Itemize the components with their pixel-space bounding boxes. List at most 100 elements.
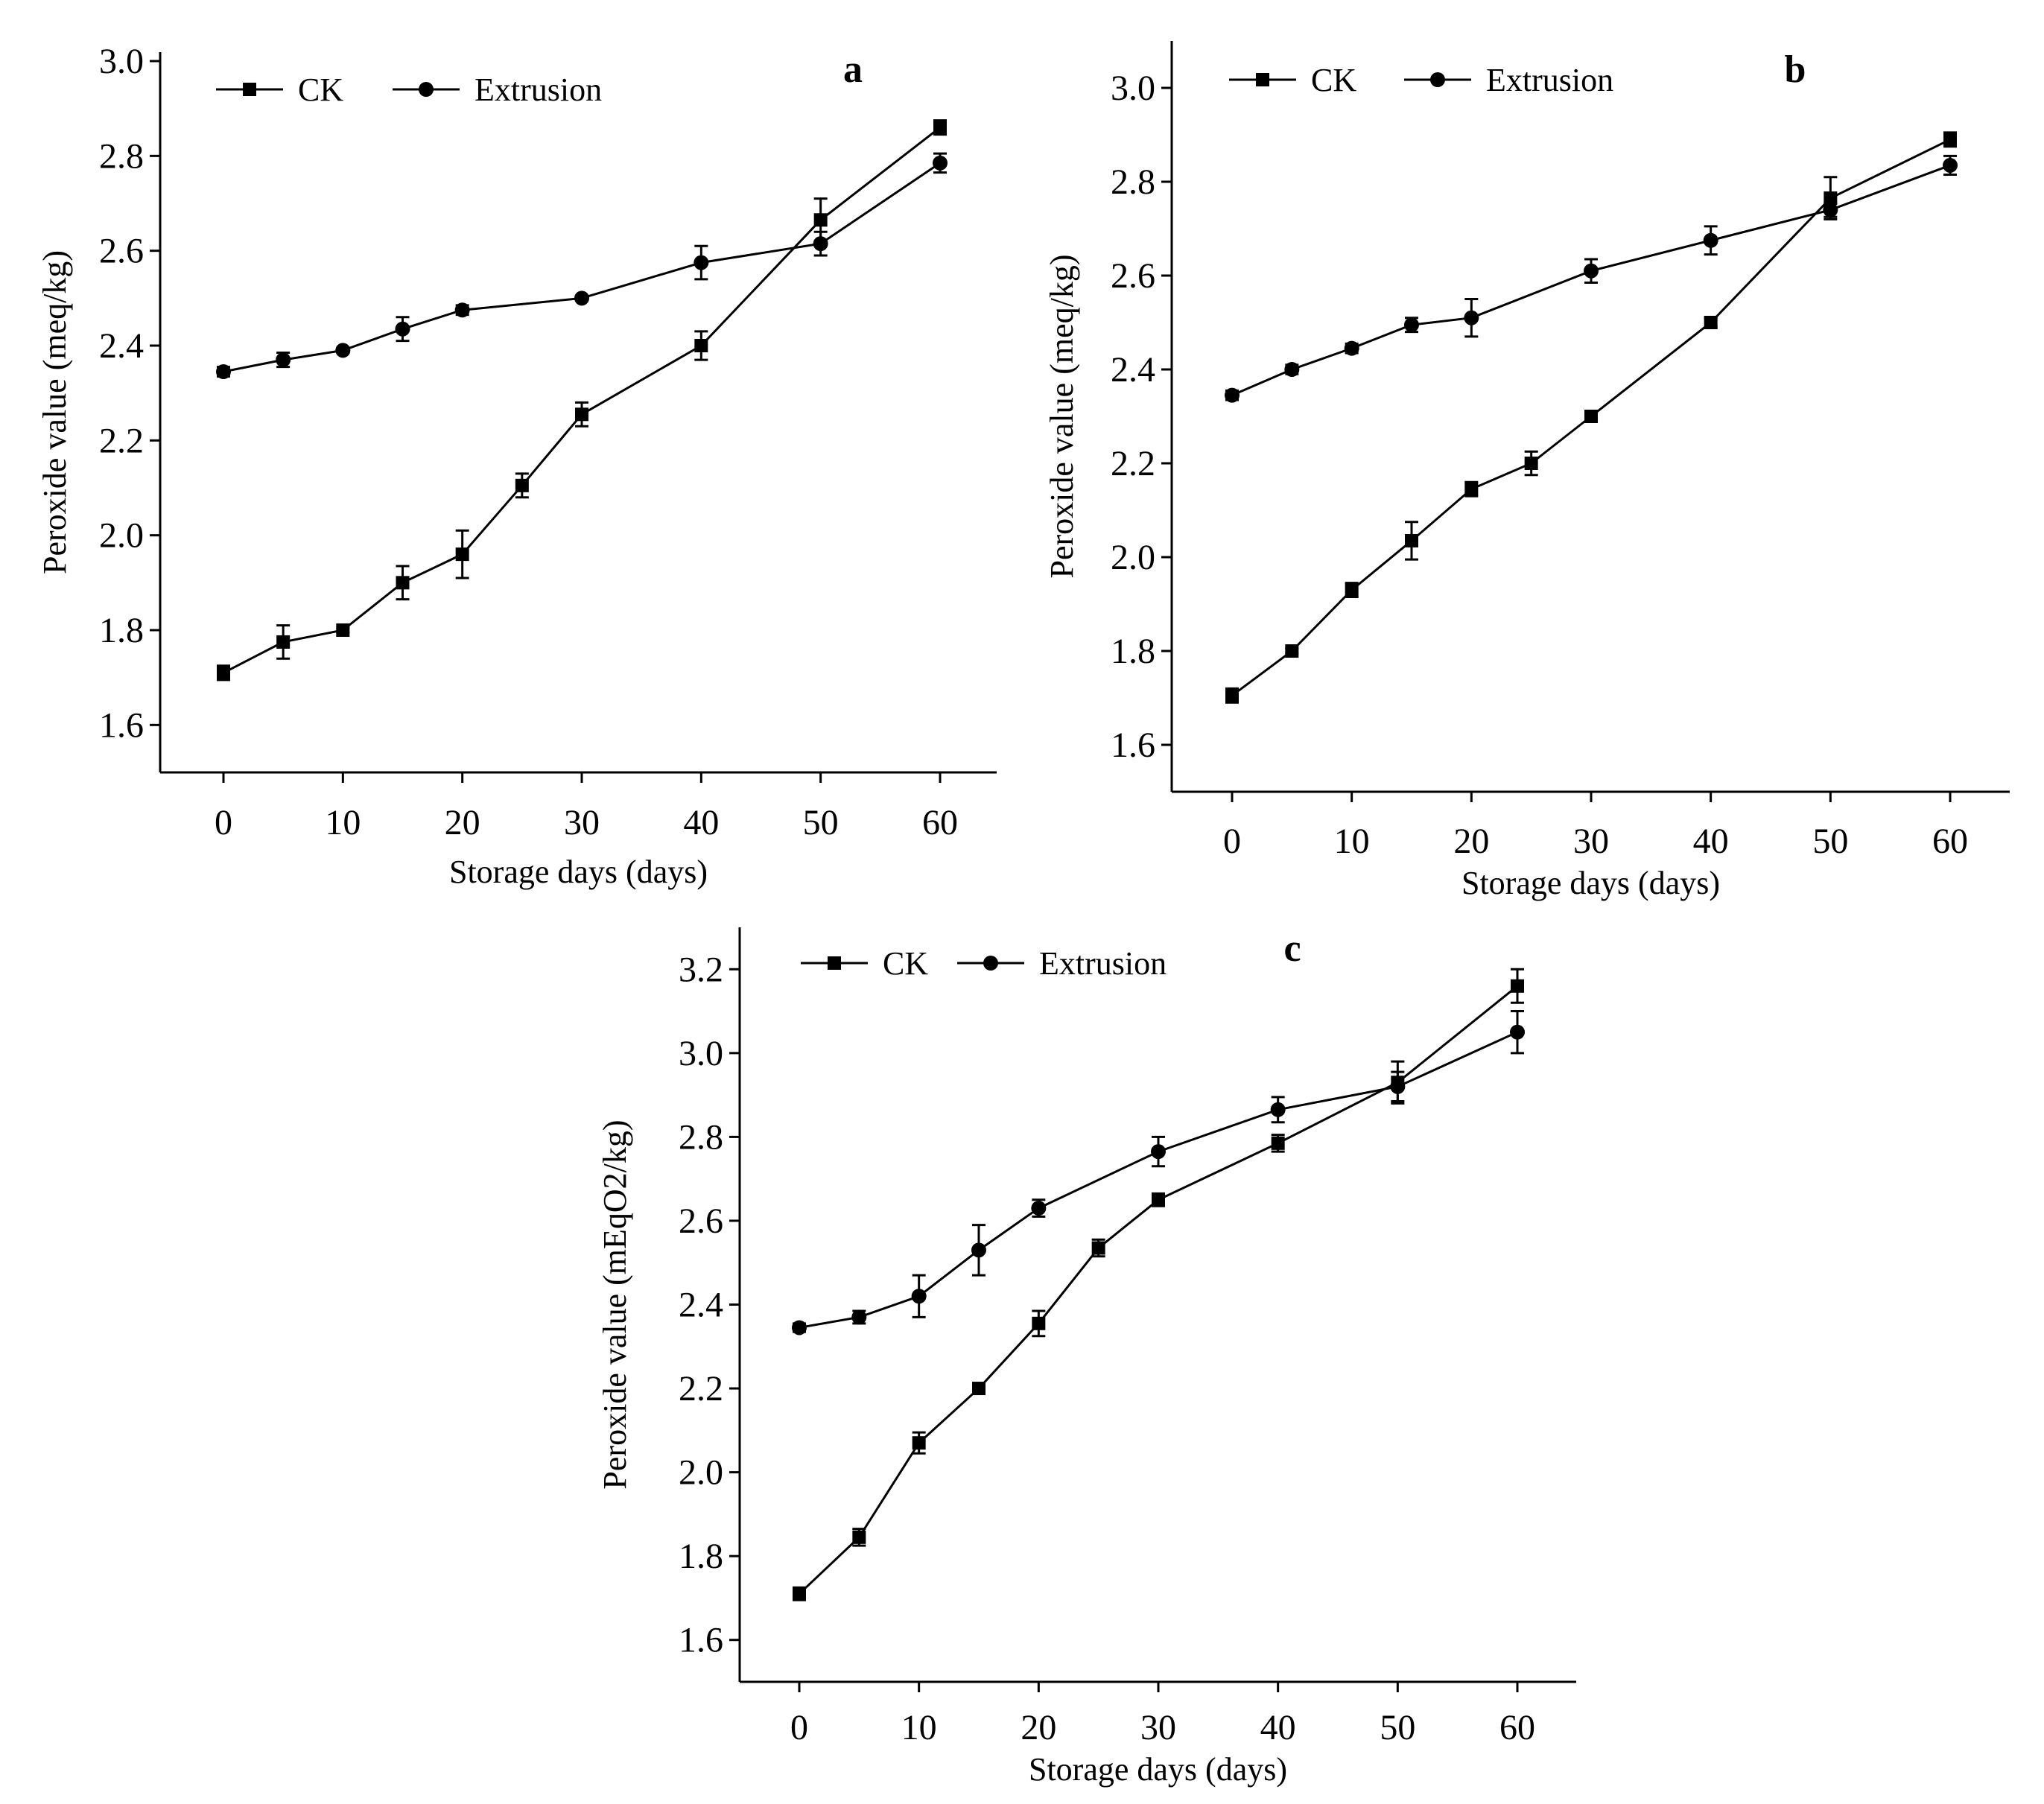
y-tick-label: 1.8 [99, 611, 144, 650]
data-point [575, 407, 588, 422]
data-point [1344, 340, 1359, 356]
data-point [1390, 1079, 1406, 1094]
x-tick-label: 20 [445, 803, 480, 842]
series-line [799, 1031, 1518, 1329]
data-point [515, 478, 529, 492]
y-tick-label: 2.4 [99, 326, 144, 366]
y-tick-label: 2.6 [1111, 256, 1155, 296]
data-point [335, 343, 351, 358]
data-point [971, 1242, 986, 1258]
x-tick-label: 30 [1573, 822, 1609, 861]
y-tick-label: 1.6 [1111, 725, 1155, 765]
data-point [1271, 1136, 1285, 1150]
data-point [1584, 263, 1599, 279]
x-tick-label: 0 [1223, 822, 1241, 861]
data-point [276, 635, 291, 649]
panel-letter: c [1283, 927, 1301, 970]
legend-marker [1256, 73, 1269, 86]
x-tick-label: 20 [1453, 822, 1489, 861]
data-point [1510, 1024, 1525, 1040]
legend-marker [1430, 72, 1445, 87]
series-extrusion [1225, 154, 1958, 403]
x-tick-label: 20 [1021, 1708, 1056, 1747]
data-point [1823, 202, 1838, 217]
y-tick-label: 2.4 [679, 1286, 723, 1325]
x-tick-label: 40 [683, 803, 719, 842]
data-point [1225, 387, 1240, 403]
data-point [276, 352, 291, 368]
legend-label: CK [1311, 62, 1356, 98]
x-tick-label: 60 [1499, 1708, 1535, 1747]
x-tick-label: 40 [1693, 822, 1729, 861]
series-ck [1225, 131, 1957, 704]
legend-label: Extrusion [1486, 62, 1613, 98]
x-tick-label: 50 [803, 803, 839, 842]
y-tick-label: 2.0 [679, 1453, 723, 1493]
x-tick-label: 50 [1380, 1708, 1415, 1747]
x-tick-label: 40 [1260, 1708, 1296, 1747]
data-point [1524, 457, 1538, 470]
chart-panel-c: 1.6 1.8 2.0 2.2 2.4 2.6 2.8 3.0 3.2 0 10 20 30 40 50 60… [597, 927, 1576, 1788]
y-tick-label: 3.0 [679, 1034, 723, 1073]
data-point [1405, 533, 1418, 547]
data-point [1151, 1144, 1166, 1160]
legend-marker [828, 956, 841, 970]
x-tick-label: 0 [790, 1708, 808, 1747]
y-tick-label: 2.4 [1111, 350, 1155, 390]
legend-label: CK [298, 72, 343, 108]
data-point [813, 236, 828, 252]
legend-label: CK [883, 945, 928, 982]
x-tick-label: 10 [901, 1708, 937, 1747]
chart-panel-b: 1.6 1.8 2.0 2.2 2.4 2.6 2.8 3.0 0 10 20 30 40 50 60 Sto… [1044, 41, 2010, 901]
y-axis-title: Peroxide value (mEqO2/kg) [597, 1119, 633, 1489]
x-tick-label: 0 [215, 803, 232, 842]
data-point [813, 213, 828, 227]
legend-marker [983, 956, 998, 971]
x-tick-label: 60 [1932, 822, 1968, 861]
data-point [1285, 644, 1299, 658]
y-tick-label: 2.2 [99, 421, 144, 460]
data-point [395, 321, 410, 337]
x-tick-label: 10 [325, 803, 361, 842]
x-axis-title: Storage days (days) [1029, 1751, 1287, 1788]
legend-label: Extrusion [475, 72, 602, 108]
y-tick-label: 3.2 [679, 950, 723, 989]
chart-panel-a: 1.6 1.8 2.0 2.2 2.4 2.6 2.8 3.0 0 10 20 30 40 50 60 Sto… [36, 42, 997, 890]
series-line [223, 126, 941, 674]
y-tick-label: 2.8 [1111, 162, 1155, 202]
data-point [217, 666, 230, 680]
y-tick-label: 1.8 [679, 1537, 723, 1576]
y-tick-label: 3.0 [99, 42, 144, 81]
series-extrusion [792, 1010, 1525, 1335]
series-extrusion [216, 152, 948, 380]
x-tick-label: 60 [922, 803, 958, 842]
y-tick-label: 2.2 [1111, 444, 1155, 483]
data-point [1824, 191, 1838, 206]
series-line [1231, 138, 1951, 697]
series-line [798, 985, 1518, 1595]
data-point [1270, 1102, 1286, 1117]
y-axis-title: Peroxide value (meq/kg) [36, 250, 73, 574]
data-point [216, 364, 231, 380]
legend: CK Extrusion [801, 945, 1167, 982]
data-point [574, 290, 589, 306]
panel-letter: a [843, 48, 863, 91]
data-point [1225, 688, 1239, 702]
data-point [1032, 1316, 1046, 1330]
series-line [223, 162, 941, 373]
x-tick-label: 30 [1140, 1708, 1176, 1747]
x-axis-title: Storage days (days) [449, 854, 708, 890]
y-axis-title: Peroxide value (meq/kg) [1044, 255, 1080, 579]
y-tick-label: 1.8 [1111, 632, 1155, 671]
legend: CK Extrusion [216, 72, 602, 108]
data-point [792, 1320, 807, 1335]
data-point [911, 1289, 927, 1304]
data-point [1584, 410, 1598, 423]
series-ck [217, 119, 947, 682]
data-point [1091, 1241, 1105, 1255]
x-tick-label: 50 [1812, 822, 1848, 861]
y-tick-label: 1.6 [99, 705, 144, 745]
data-point [396, 576, 410, 590]
y-tick-label: 2.6 [99, 232, 144, 271]
